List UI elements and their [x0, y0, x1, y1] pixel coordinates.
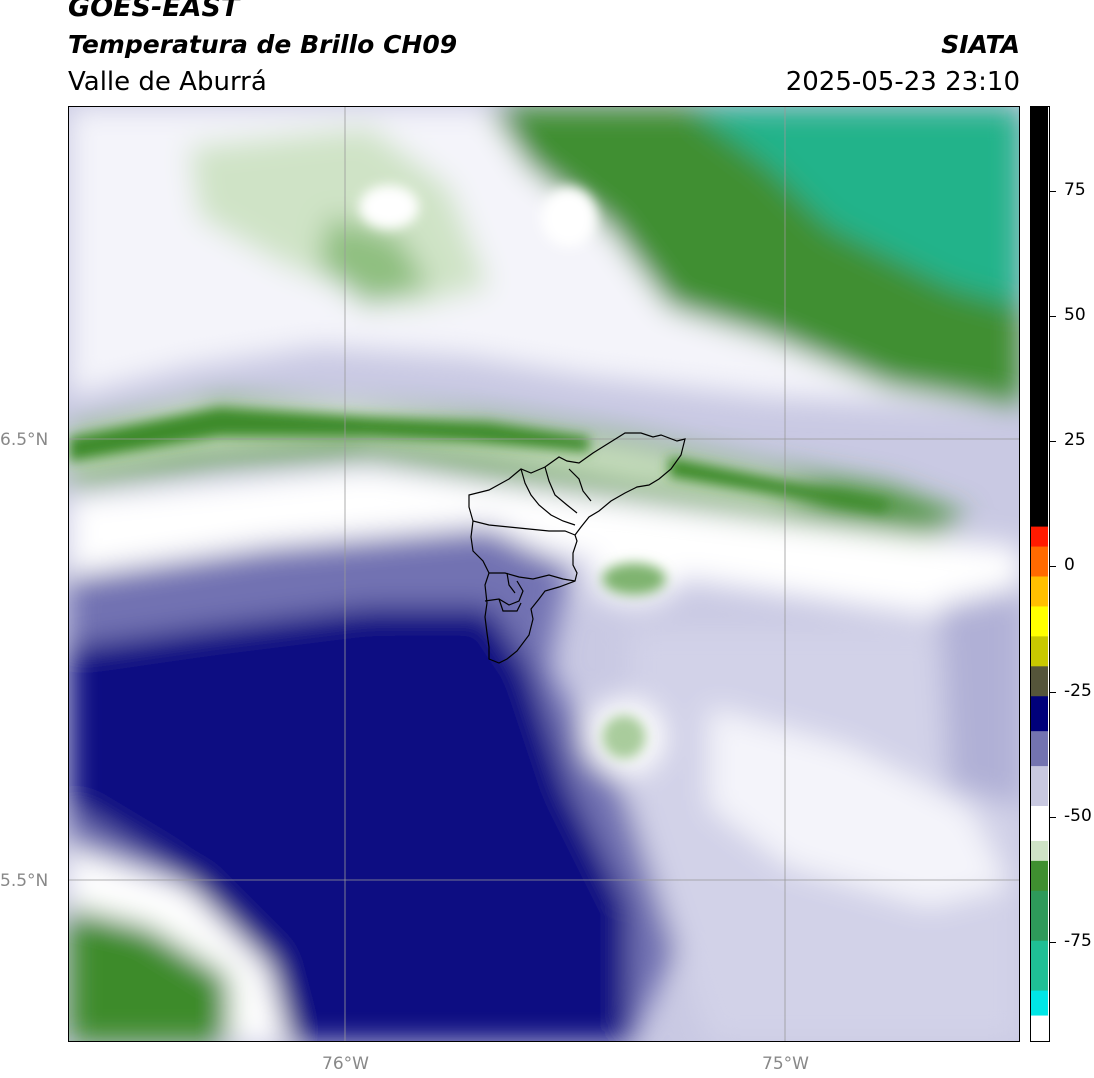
colorbar-tick-mark: [1050, 691, 1056, 693]
lat-label-6-5: 6.5°N: [0, 430, 49, 450]
colorbar-segment: [1031, 695, 1048, 732]
title-region: Valle de Aburrá: [68, 67, 267, 97]
colorbar-tick-mark: [1050, 816, 1056, 818]
gridlines: [69, 107, 1019, 1041]
lat-label-5-5: 5.5°N: [0, 871, 49, 891]
organization-label: SIATA: [941, 30, 1020, 59]
colorbar-tick-mark: [1050, 441, 1056, 443]
satellite-map: [68, 106, 1020, 1042]
colorbar-segment: [1031, 665, 1048, 697]
colorbar-segment: [1031, 990, 1048, 1016]
lon-label-76: 76°W: [322, 1054, 369, 1074]
colorbar: [1030, 106, 1050, 1042]
colorbar-segment: [1031, 890, 1048, 941]
colorbar-segment: [1031, 635, 1048, 667]
colorbar-tick-label: -75: [1064, 930, 1092, 951]
colorbar-tick-mark: [1050, 566, 1056, 568]
lon-label-75: 75°W: [762, 1054, 809, 1074]
colorbar-tick-label: 0: [1064, 555, 1075, 576]
colorbar-tick-label: 25: [1064, 430, 1086, 451]
colorbar-segment: [1031, 860, 1048, 891]
colorbar-segment: [1031, 805, 1048, 841]
colorbar-segment: [1031, 526, 1048, 547]
map-canvas: [69, 107, 1019, 1041]
colorbar-tick-label: -25: [1064, 680, 1092, 701]
colorbar-segment: [1031, 1015, 1048, 1041]
colorbar-tick-label: -50: [1064, 805, 1092, 826]
colorbar-tick-label: 50: [1064, 305, 1086, 326]
colorbar-segment: [1031, 940, 1048, 991]
title-satellite: GOES-EAST: [68, 0, 240, 23]
colorbar-segment: [1031, 765, 1048, 807]
colorbar-segment: [1031, 107, 1048, 527]
colorbar-segment: [1031, 605, 1048, 637]
colorbar-gradient: [1031, 107, 1048, 1041]
datetime-label: 2025-05-23 23:10: [785, 67, 1020, 97]
valley-boundaries: [468, 432, 686, 664]
colorbar-tick-mark: [1050, 941, 1056, 943]
colorbar-tick-label: 75: [1064, 180, 1086, 201]
title-product: Temperatura de Brillo CH09: [68, 30, 458, 59]
colorbar-tick-mark: [1050, 316, 1056, 318]
colorbar-segment: [1031, 546, 1048, 577]
colorbar-segment: [1031, 575, 1048, 607]
colorbar-tick-mark: [1050, 191, 1056, 193]
colorbar-segment: [1031, 840, 1048, 861]
colorbar-segment: [1031, 730, 1048, 767]
